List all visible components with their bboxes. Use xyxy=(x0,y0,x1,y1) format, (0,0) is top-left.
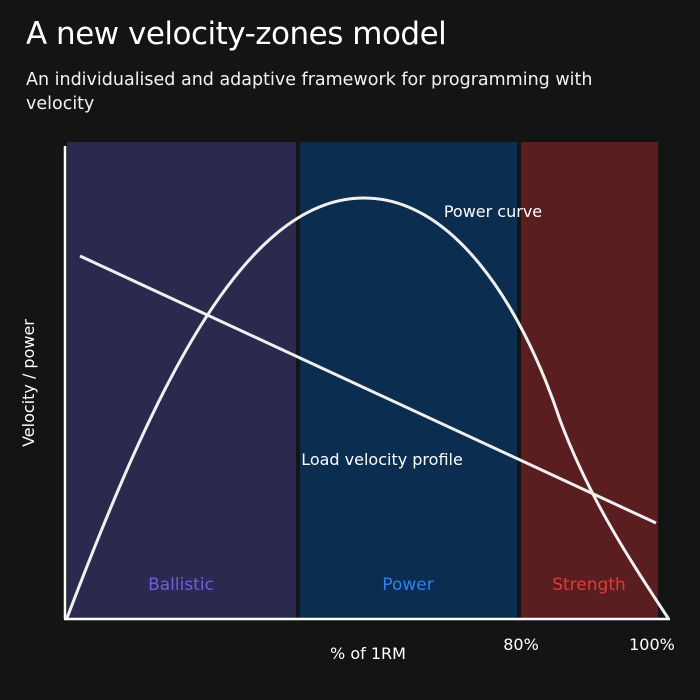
load-velocity-profile-line xyxy=(79,254,657,525)
x-tick-label-80: 80% xyxy=(503,635,539,654)
power-curve-line xyxy=(65,196,670,619)
zone-strength-label: Strength xyxy=(552,575,626,595)
zone-ballistic-band xyxy=(67,142,296,618)
chart-title: A new velocity-zones model xyxy=(26,16,447,52)
y-axis-label: Velocity / power xyxy=(19,319,38,447)
x-axis-label: % of 1RM xyxy=(330,644,406,663)
zone-power-band xyxy=(300,142,517,618)
load-velocity-profile-label: Load velocity profile xyxy=(301,450,463,469)
zone-power-label: Power xyxy=(382,575,433,595)
zone-ballistic-label: Ballistic xyxy=(148,575,214,595)
chart-subtitle: An individualised and adaptive framework… xyxy=(26,70,593,114)
power-curve-label: Power curve xyxy=(444,202,542,221)
x-tick-label-100: 100% xyxy=(629,635,675,654)
